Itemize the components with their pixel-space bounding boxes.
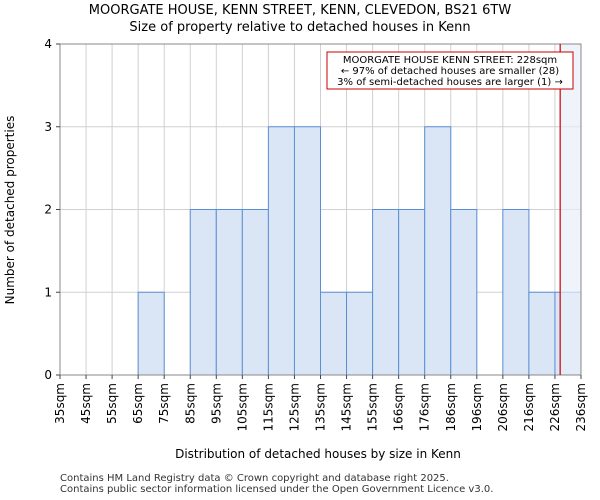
annotation-line-3: 3% of semi-detached houses are larger (1… <box>337 77 563 88</box>
footer-line-1: Contains HM Land Registry data © Crown c… <box>60 473 449 484</box>
x-tick-label: 135sqm <box>314 383 328 431</box>
y-tick-label: 0 <box>44 368 52 382</box>
y-tick-label: 2 <box>44 203 52 217</box>
bar-115sqm <box>267 126 295 376</box>
y-ticks: 0 1 2 3 4 <box>44 37 60 382</box>
x-tick-label: 145sqm <box>340 383 354 431</box>
larger-region-fill <box>560 44 581 375</box>
bar-65sqm <box>137 291 165 376</box>
bar-216sqm <box>528 291 556 376</box>
y-tick-label: 1 <box>44 285 52 299</box>
x-tick-label: 216sqm <box>522 383 536 431</box>
footer-line-2: Contains public sector information licen… <box>60 484 494 495</box>
y-tick-label: 3 <box>44 120 52 134</box>
x-tick-label: 206sqm <box>496 383 510 431</box>
x-tick-label: 226sqm <box>548 383 562 431</box>
x-tick-label: 166sqm <box>392 383 406 431</box>
bar-105sqm <box>241 209 269 376</box>
bar-176sqm <box>424 126 452 376</box>
x-tick-label: 125sqm <box>287 383 301 431</box>
bar-145sqm <box>346 291 374 376</box>
x-tick-label: 45sqm <box>79 383 93 424</box>
bar-135sqm <box>320 291 348 376</box>
bar-166sqm <box>398 209 426 376</box>
annotation-line-1: MOORGATE HOUSE KENN STREET: 228sqm <box>343 55 557 66</box>
x-tick-label: 236sqm <box>574 383 588 431</box>
x-tick-label: 155sqm <box>366 383 380 431</box>
bar-85sqm <box>189 209 217 376</box>
bar-125sqm <box>293 126 322 376</box>
chart-title: MOORGATE HOUSE, KENN STREET, KENN, CLEVE… <box>89 3 512 18</box>
bar-95sqm <box>215 209 243 376</box>
annotation-box: MOORGATE HOUSE KENN STREET: 228sqm ← 97%… <box>326 51 574 90</box>
x-tick-label: 105sqm <box>235 383 249 431</box>
bar-206sqm <box>502 209 530 376</box>
chart-subtitle: Size of property relative to detached ho… <box>129 20 470 35</box>
x-tick-label: 85sqm <box>183 383 197 424</box>
x-tick-label: 65sqm <box>131 383 145 424</box>
annotation-frame <box>326 51 574 90</box>
x-tick-label: 196sqm <box>470 383 484 431</box>
x-axis-label: Distribution of detached houses by size … <box>175 447 461 461</box>
x-tick-label: 115sqm <box>261 383 275 431</box>
annotation-line-2: ← 97% of detached houses are smaller (28… <box>341 66 559 77</box>
x-tick-label: 55sqm <box>105 383 119 424</box>
x-tick-label: 35sqm <box>53 383 67 424</box>
bar-155sqm <box>372 209 400 376</box>
y-axis-label: Number of detached properties <box>3 116 17 305</box>
bar-186sqm <box>450 209 478 376</box>
y-tick-label: 4 <box>44 37 52 51</box>
x-tick-label: 95sqm <box>209 383 223 424</box>
bars <box>137 126 582 376</box>
larger-region <box>560 44 581 375</box>
x-tick-label: 176sqm <box>418 383 432 431</box>
x-tick-label: 75sqm <box>157 383 171 424</box>
x-tick-label: 186sqm <box>444 383 458 431</box>
x-ticks: 35sqm 45sqm 55sqm 65sqm 75sqm 85sqm 95sqm 105sq… <box>53 375 588 431</box>
